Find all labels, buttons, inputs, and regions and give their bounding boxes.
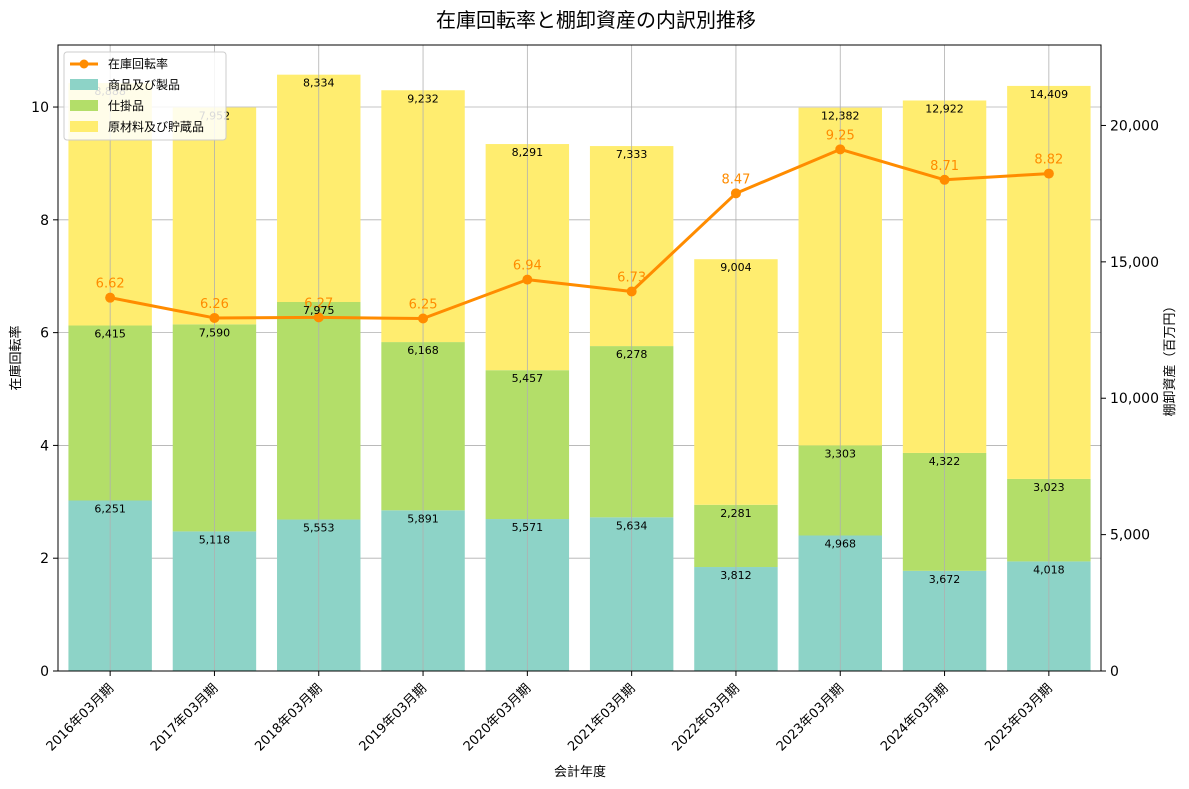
- x-tick-label: 2021年03月期: [565, 681, 638, 754]
- bar-value-label: 6,168: [407, 344, 439, 357]
- bar-value-label: 5,571: [512, 521, 544, 534]
- turnover-point: [1043, 168, 1054, 179]
- legend-swatch: [70, 100, 98, 111]
- y-left-tick-label: 10: [31, 100, 49, 116]
- turnover-value-label: 9.25: [826, 128, 855, 143]
- y-left-tick-label: 0: [40, 664, 49, 680]
- y-axis-right-label: 棚卸資産（百万円）: [1162, 299, 1178, 416]
- x-tick-label: 2022年03月期: [669, 681, 742, 754]
- bar-value-label: 3,023: [1033, 481, 1065, 494]
- bar-value-label: 2,281: [720, 507, 752, 520]
- legend-marker: [79, 59, 89, 69]
- y-right-tick-label: 5,000: [1110, 528, 1150, 544]
- y-left-tick-label: 6: [40, 326, 49, 342]
- bar-value-label: 14,409: [1030, 88, 1069, 101]
- plot-frame: [57, 44, 1102, 672]
- bar-value-label: 9,232: [407, 92, 439, 105]
- legend-swatch: [70, 79, 98, 90]
- y-axis-left-label: 在庫回転率: [8, 325, 24, 390]
- x-tick-label: 2020年03月期: [461, 681, 534, 754]
- y-right-tick-label: 15,000: [1110, 255, 1159, 271]
- chart-title: 在庫回転率と棚卸資産の内訳別推移: [436, 8, 756, 32]
- turnover-point: [939, 174, 950, 185]
- turnover-point: [835, 144, 846, 155]
- x-tick-label: 2025年03月期: [982, 681, 1055, 754]
- bar-value-label: 12,922: [925, 102, 964, 115]
- turnover-value-label: 6.62: [96, 277, 125, 292]
- turnover-point: [209, 312, 220, 323]
- bar-value-label: 8,291: [512, 146, 544, 159]
- legend-label: 仕掛品: [108, 98, 144, 113]
- legend-label: 在庫回転率: [108, 56, 168, 71]
- legend-label: 商品及び製品: [108, 77, 180, 92]
- x-axis-label: 会計年度: [554, 764, 606, 780]
- legend-box: [63, 51, 227, 141]
- turnover-value-label: 6.27: [304, 296, 333, 311]
- y-right-tick-label: 0: [1110, 664, 1119, 680]
- bar-value-label: 6,278: [616, 348, 648, 361]
- line-layer: 6.62 6.26 6.27 6.25 6.94 6.73 8.47 9.25 8.71 8.82: [96, 128, 1063, 324]
- bar-value-label: 8,334: [303, 77, 335, 90]
- y-right-tick-label: 10,000: [1110, 391, 1159, 407]
- bar-value-label: 4,968: [825, 537, 857, 550]
- bar-value-label: 9,004: [720, 261, 752, 274]
- turnover-point: [626, 286, 637, 297]
- bar-value-label: 12,382: [821, 110, 860, 123]
- bar-value-label: 5,457: [512, 372, 544, 385]
- bar-labels-layer: 6,251 5,118 5,553 5,891 5,571 5,634 3,812 4,968…: [94, 77, 1068, 586]
- turnover-value-label: 8.47: [721, 172, 750, 187]
- bar-value-label: 4,322: [929, 455, 961, 468]
- legend-swatch: [70, 121, 98, 132]
- turnover-point: [313, 312, 324, 323]
- bar-value-label: 3,672: [929, 573, 961, 586]
- x-tick-label: 2024年03月期: [878, 681, 951, 754]
- x-tick-label: 2017年03月期: [148, 681, 221, 754]
- turnover-point: [730, 188, 741, 199]
- bar-value-label: 5,118: [199, 533, 231, 546]
- turnover-line: [109, 147, 1049, 321]
- bar-value-label: 5,891: [407, 512, 439, 525]
- bar-value-label: 7,590: [199, 326, 231, 339]
- x-tick-label: 2023年03月期: [774, 681, 847, 754]
- bar-value-label: 4,018: [1033, 563, 1065, 576]
- y-left-tick-label: 2: [40, 551, 49, 567]
- turnover-value-label: 6.94: [513, 259, 542, 274]
- x-tick-label: 2019年03月期: [357, 681, 430, 754]
- bar-value-label: 3,303: [825, 447, 857, 460]
- x-tick-label: 2016年03月期: [44, 681, 117, 754]
- legend-label: 原材料及び貯蔵品: [108, 120, 204, 134]
- turnover-point: [418, 313, 429, 324]
- turnover-value-label: 8.71: [930, 159, 959, 174]
- bar-value-label: 5,634: [616, 519, 648, 532]
- turnover-value-label: 6.73: [617, 270, 646, 285]
- y-left-tick-label: 8: [40, 213, 49, 229]
- bar-value-label: 7,975: [303, 304, 335, 317]
- bar-value-label: 6,251: [94, 502, 126, 515]
- turnover-point: [105, 292, 116, 303]
- bar-value-label: 6,415: [94, 328, 126, 341]
- turnover-value-label: 6.25: [409, 298, 438, 313]
- turnover-value-label: 6.26: [200, 297, 229, 312]
- bar-value-label: 5,553: [303, 522, 335, 535]
- y-right-tick-label: 20,000: [1110, 118, 1159, 134]
- turnover-value-label: 8.82: [1034, 153, 1063, 168]
- bar-value-label: 3,812: [720, 569, 752, 582]
- bar-value-label: 7,333: [616, 148, 648, 161]
- turnover-point: [522, 274, 533, 285]
- x-tick-label: 2018年03月期: [252, 681, 325, 754]
- y-left-tick-label: 4: [40, 438, 49, 454]
